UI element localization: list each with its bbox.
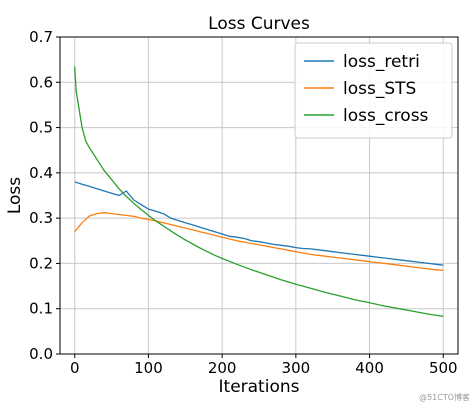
- x-tick-label: 100: [134, 359, 163, 377]
- y-tick-label: 0.5: [29, 119, 53, 137]
- axes-frame: [59, 36, 459, 355]
- y-tick-label: 0.6: [29, 73, 53, 91]
- x-tick-label: 300: [282, 359, 311, 377]
- chart-title: Loss Curves: [208, 14, 310, 34]
- watermark-text: @51CTO博客: [419, 392, 470, 402]
- legend: loss_retri loss_STS loss_cross: [294, 42, 453, 139]
- x-tick-label: 400: [355, 359, 384, 377]
- series-line-loss-cross: [74, 66, 444, 318]
- y-tick-label: 0.4: [29, 164, 53, 182]
- axis-ticks: 0 100 200 300 400 500 0.0 0.1 0.2 0.3 0.4 0.5 0.6 0.7: [29, 28, 457, 377]
- y-tick-label: 0.0: [29, 345, 53, 363]
- legend-label: loss_STS: [343, 79, 416, 99]
- y-tick-label: 0.2: [29, 254, 53, 272]
- y-tick-label: 0.3: [29, 209, 53, 227]
- series-line-loss-retri: [74, 181, 444, 266]
- legend-label: loss_retri: [343, 52, 420, 72]
- x-tick-label: 0: [70, 359, 80, 377]
- legend-box: [294, 42, 453, 139]
- series-lines: [74, 66, 444, 318]
- y-tick-label: 0.7: [29, 28, 53, 46]
- y-axis-label: Loss: [5, 177, 25, 214]
- legend-label: loss_cross: [343, 106, 429, 126]
- x-axis-label: Iterations: [219, 377, 300, 397]
- series-line-loss-sts: [74, 212, 444, 271]
- y-tick-label: 0.1: [29, 300, 53, 318]
- x-tick-label: 500: [429, 359, 458, 377]
- x-tick-label: 200: [208, 359, 237, 377]
